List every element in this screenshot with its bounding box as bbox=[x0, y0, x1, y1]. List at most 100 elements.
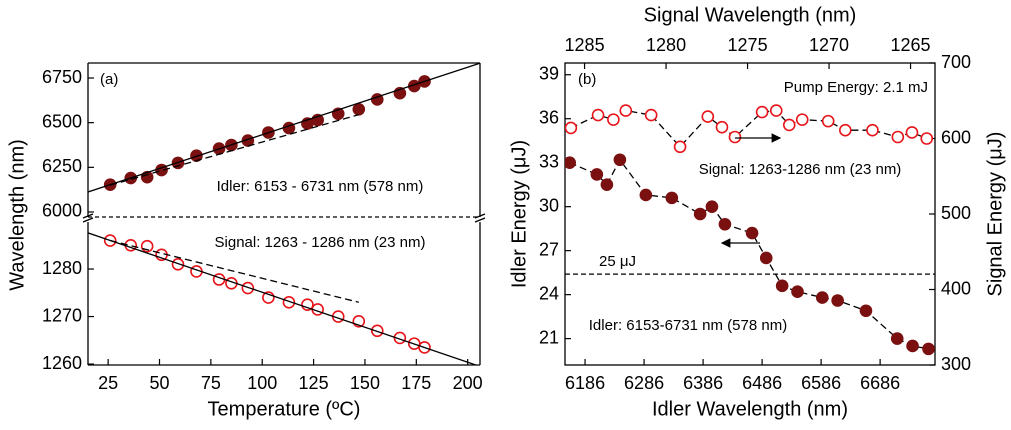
y-tick-label: 30 bbox=[539, 195, 559, 215]
plot-area bbox=[88, 232, 478, 365]
data-point bbox=[821, 114, 835, 128]
x-tick-label: 50 bbox=[149, 373, 169, 393]
annotation: Signal: 1263 - 1286 nm (23 nm) bbox=[215, 234, 426, 251]
fit-line bbox=[110, 114, 359, 186]
data-point bbox=[891, 130, 905, 144]
annotation: (a) bbox=[100, 71, 118, 88]
y2-tick-label: 400 bbox=[941, 278, 971, 298]
reference-label: 25 μJ bbox=[599, 253, 636, 270]
x2-axis-label: Signal Wavelength (nm) bbox=[644, 4, 857, 26]
annotation: Signal: 1263-1286 nm (23 nm) bbox=[699, 161, 902, 178]
x2-tick-label: 1285 bbox=[565, 35, 605, 55]
data-point bbox=[639, 188, 653, 202]
x2-tick-label: 1275 bbox=[728, 35, 768, 55]
data-point bbox=[673, 140, 687, 154]
y-tick-label: 33 bbox=[539, 151, 559, 171]
x-tick-label: 75 bbox=[201, 373, 221, 393]
data-point bbox=[831, 294, 844, 307]
data-point bbox=[791, 285, 804, 298]
data-point bbox=[866, 123, 879, 137]
data-point bbox=[795, 113, 809, 126]
data-point bbox=[140, 170, 154, 184]
data-point bbox=[600, 178, 614, 191]
data-point bbox=[815, 291, 829, 304]
data-point bbox=[613, 153, 627, 167]
axis-break-mark bbox=[474, 217, 486, 223]
fit-line bbox=[110, 239, 359, 303]
data-point bbox=[905, 126, 919, 139]
x-tick-label: 6186 bbox=[565, 373, 605, 393]
y-tick-label: 36 bbox=[539, 107, 559, 127]
x-axis-label: Temperature (ºC) bbox=[208, 398, 361, 420]
data-point bbox=[644, 108, 658, 122]
y-axis-label: Wavelength (nm) bbox=[6, 139, 28, 291]
data-point bbox=[769, 104, 783, 117]
data-point bbox=[590, 168, 604, 181]
x-tick-label: 6486 bbox=[742, 373, 782, 393]
fit-line bbox=[88, 63, 480, 193]
data-point bbox=[705, 200, 719, 213]
data-point bbox=[839, 123, 852, 137]
data-point bbox=[906, 339, 919, 353]
x-tick-label: 6586 bbox=[801, 373, 841, 393]
data-point bbox=[171, 257, 185, 271]
data-point bbox=[565, 156, 577, 169]
annotation: Pump Energy: 2.1 mJ bbox=[784, 79, 928, 96]
data-point bbox=[745, 226, 759, 240]
data-point bbox=[718, 217, 732, 231]
data-point bbox=[782, 118, 796, 132]
fit-line bbox=[88, 232, 478, 365]
data-point bbox=[619, 104, 633, 117]
data-point bbox=[859, 304, 873, 318]
x-axis-label: Idler Wavelength (nm) bbox=[652, 398, 848, 420]
data-point bbox=[890, 332, 904, 345]
y-tick-label: 1260 bbox=[42, 353, 82, 373]
annotation: Idler: 6153-6731 nm (578 nm) bbox=[589, 317, 787, 334]
data-point bbox=[759, 251, 773, 265]
data-point bbox=[922, 342, 935, 356]
data-point bbox=[693, 207, 707, 221]
y-tick-label: 21 bbox=[539, 327, 559, 347]
y2-tick-label: 500 bbox=[941, 203, 971, 223]
x-tick-label: 100 bbox=[247, 373, 277, 393]
y-tick-label: 1280 bbox=[42, 258, 82, 278]
y2-tick-label: 600 bbox=[941, 127, 971, 147]
axis-break-mark bbox=[82, 217, 94, 223]
y-tick-label: 6750 bbox=[42, 67, 82, 87]
x2-tick-label: 1270 bbox=[809, 35, 849, 55]
annotation: (b) bbox=[578, 71, 596, 88]
axis-break-mark bbox=[474, 213, 486, 219]
y-axis-label: Idler Energy (μJ) bbox=[508, 140, 530, 288]
x-tick-label: 125 bbox=[299, 373, 329, 393]
data-point bbox=[755, 105, 769, 119]
data-point bbox=[282, 295, 296, 309]
y-tick-label: 1270 bbox=[42, 305, 82, 325]
y2-tick-label: 300 bbox=[941, 354, 971, 374]
x2-tick-label: 1265 bbox=[891, 35, 931, 55]
data-point bbox=[715, 120, 729, 134]
x2-tick-label: 1280 bbox=[646, 35, 686, 55]
data-point bbox=[920, 132, 934, 145]
x-tick-label: 150 bbox=[350, 373, 380, 393]
y-tick-label: 6500 bbox=[42, 111, 82, 131]
plot-area bbox=[565, 104, 935, 356]
y-tick-label: 39 bbox=[539, 63, 559, 83]
y2-tick-label: 700 bbox=[941, 52, 971, 72]
data-point bbox=[565, 121, 578, 135]
data-point bbox=[775, 279, 789, 293]
y-tick-label: 27 bbox=[539, 239, 559, 259]
y2-axis-label: Signal Energy (μJ) bbox=[984, 132, 1006, 297]
data-point bbox=[607, 113, 620, 126]
x-tick-label: 175 bbox=[401, 373, 431, 393]
x-tick-label: 25 bbox=[98, 373, 118, 393]
data-point bbox=[665, 191, 679, 205]
axis-break-mark bbox=[82, 213, 94, 219]
data-point bbox=[591, 108, 605, 122]
annotation: Idler: 6153 - 6731 nm (578 nm) bbox=[217, 178, 424, 195]
data-point bbox=[728, 130, 742, 144]
y-tick-label: 24 bbox=[539, 283, 559, 303]
data-point bbox=[352, 102, 366, 116]
data-point bbox=[701, 110, 715, 123]
x-tick-label: 6386 bbox=[683, 373, 723, 393]
